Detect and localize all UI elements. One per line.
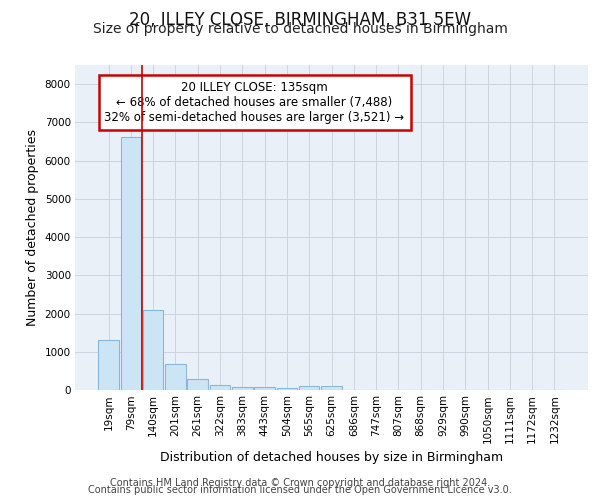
- Bar: [299, 386, 319, 390]
- Bar: [321, 386, 342, 390]
- Text: 20 ILLEY CLOSE: 135sqm
← 68% of detached houses are smaller (7,488)
32% of semi-: 20 ILLEY CLOSE: 135sqm ← 68% of detached…: [104, 81, 404, 124]
- Text: Size of property relative to detached houses in Birmingham: Size of property relative to detached ho…: [92, 22, 508, 36]
- Bar: [210, 385, 230, 390]
- Bar: [232, 386, 253, 390]
- Bar: [187, 378, 208, 390]
- Bar: [254, 388, 275, 390]
- Text: Contains public sector information licensed under the Open Government Licence v3: Contains public sector information licen…: [88, 485, 512, 495]
- Bar: [98, 340, 119, 390]
- Bar: [121, 137, 141, 390]
- Text: 20, ILLEY CLOSE, BIRMINGHAM, B31 5EW: 20, ILLEY CLOSE, BIRMINGHAM, B31 5EW: [129, 11, 471, 29]
- Bar: [143, 310, 163, 390]
- Y-axis label: Number of detached properties: Number of detached properties: [26, 129, 39, 326]
- Bar: [277, 388, 297, 390]
- Text: Contains HM Land Registry data © Crown copyright and database right 2024.: Contains HM Land Registry data © Crown c…: [110, 478, 490, 488]
- Bar: [165, 364, 186, 390]
- X-axis label: Distribution of detached houses by size in Birmingham: Distribution of detached houses by size …: [160, 451, 503, 464]
